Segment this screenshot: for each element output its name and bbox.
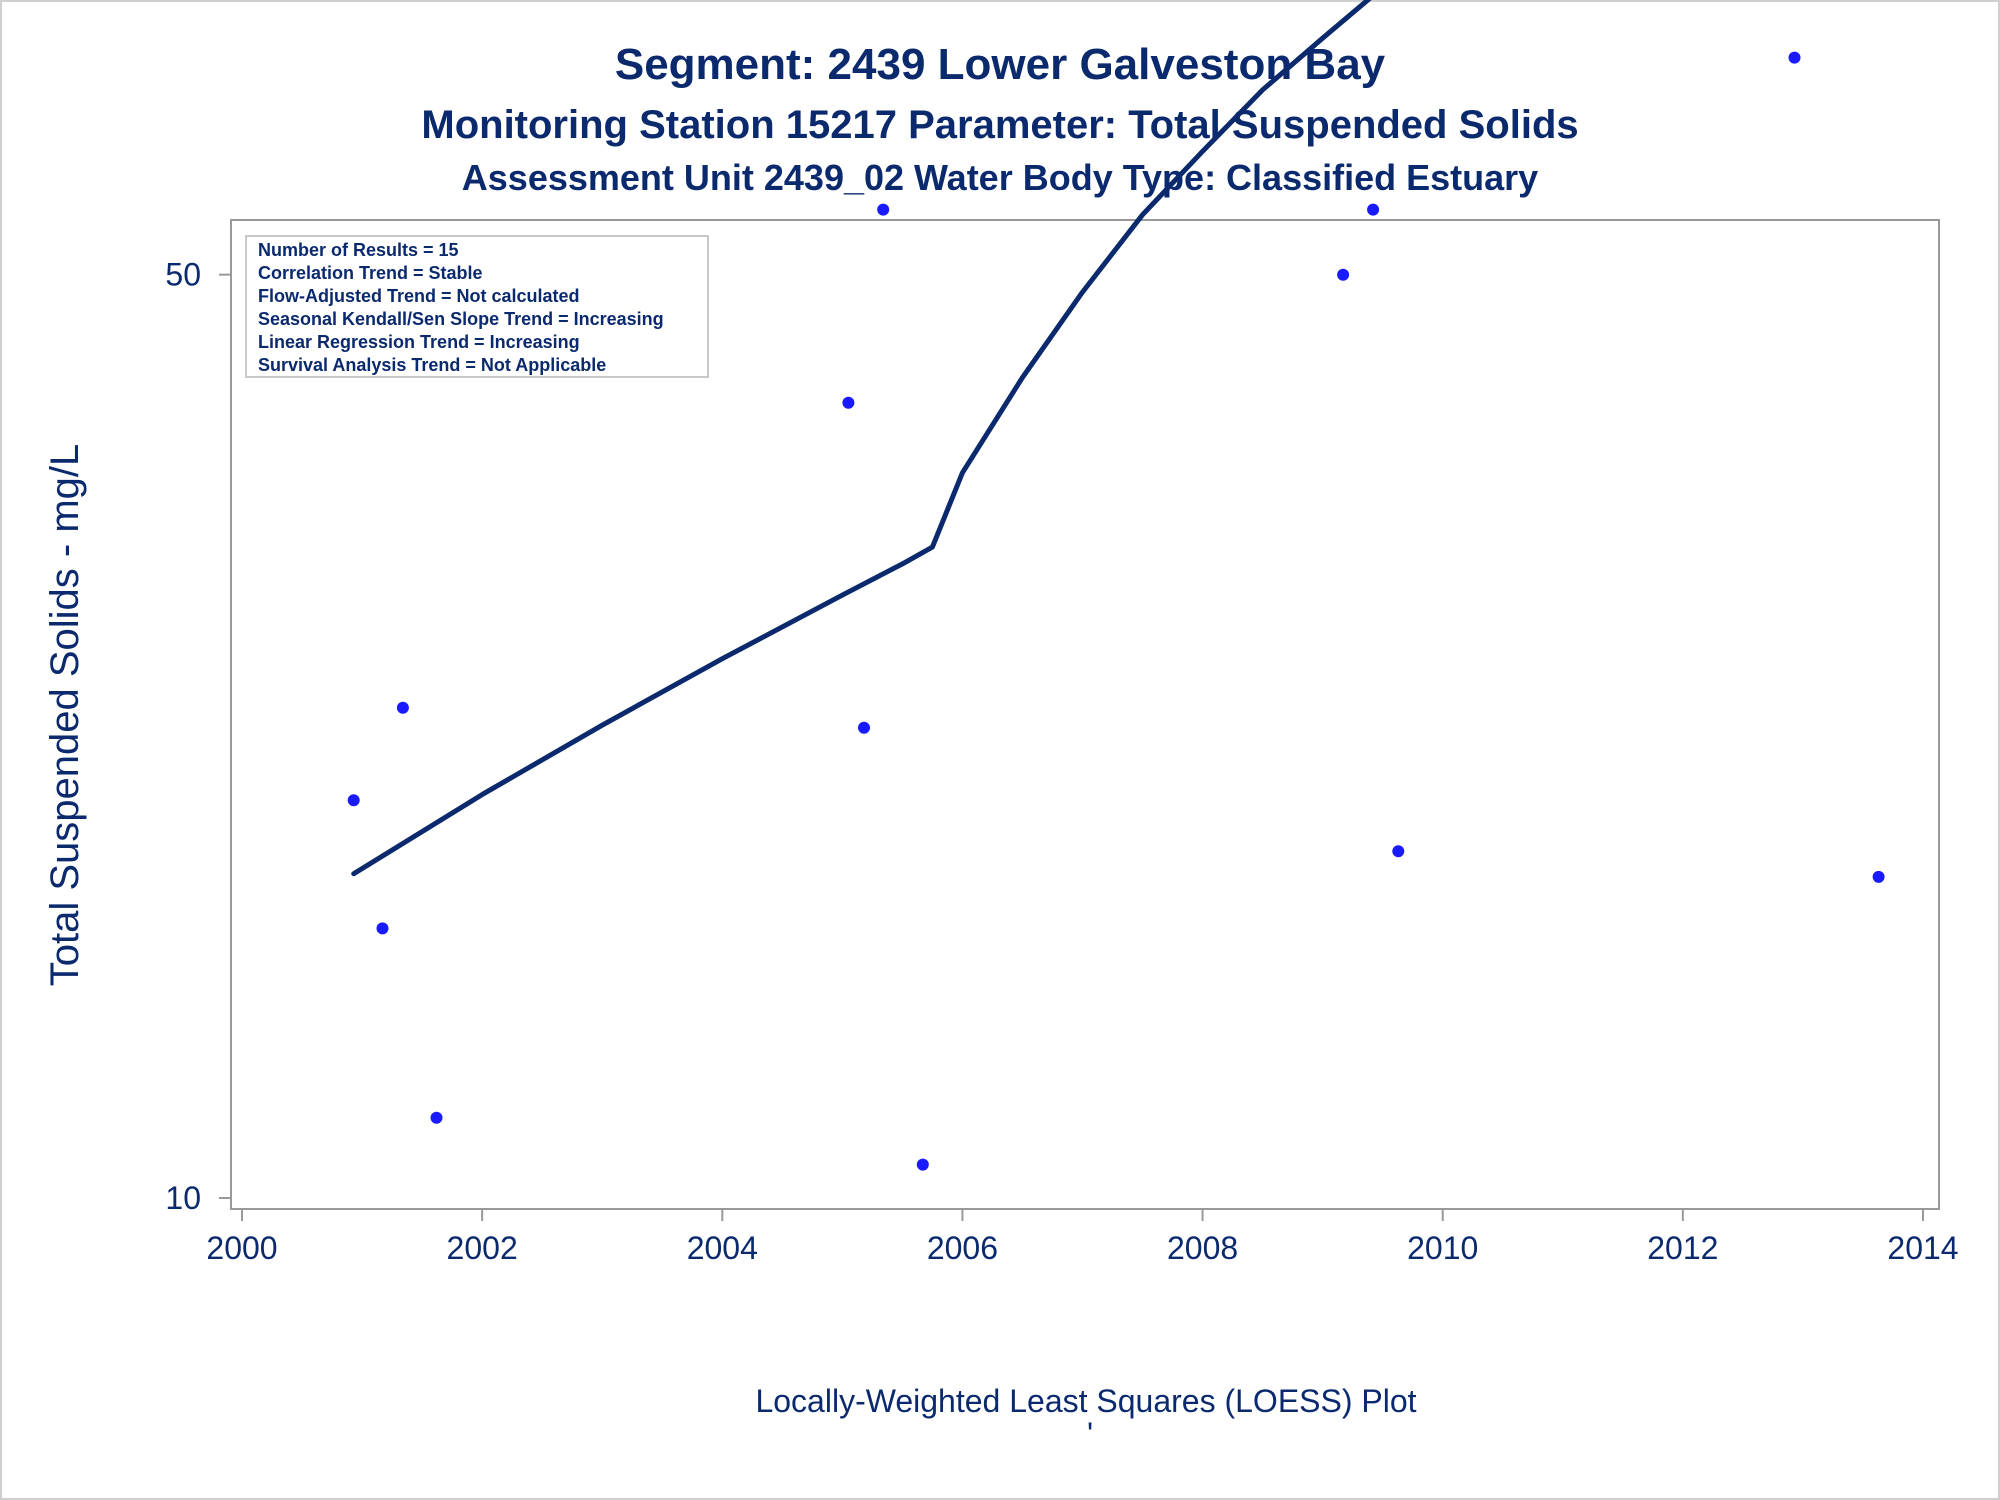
data-point-11 — [1392, 845, 1405, 858]
data-point-8 — [916, 1158, 929, 1171]
data-point-1 — [347, 794, 360, 807]
info-box: Number of Results = 15 Correlation Trend… — [245, 235, 709, 378]
info-line-correlation: Correlation Trend = Stable — [258, 263, 483, 283]
data-point-15 — [1872, 870, 1885, 883]
x-tick-label-2012: 2012 — [1647, 1230, 1718, 1266]
x-tick-label-2014: 2014 — [1887, 1230, 1958, 1266]
info-box-border — [245, 235, 709, 378]
info-line-results: Number of Results = 15 — [258, 240, 459, 260]
footer-tick-mark: ' — [1087, 1416, 1093, 1452]
x-tick-label-2008: 2008 — [1167, 1230, 1238, 1266]
info-line-seasonal-kendall: Seasonal Kendall/Sen Slope Trend = Incre… — [258, 309, 664, 329]
x-axis: 2000 2002 2004 2006 2008 2010 2012 2014 — [206, 1209, 1959, 1266]
data-point-2 — [376, 922, 389, 935]
info-line-flow-adjusted: Flow-Adjusted Trend = Not calculated — [258, 286, 580, 306]
data-point-4 — [430, 1111, 443, 1124]
x-tick-label-2002: 2002 — [447, 1230, 518, 1266]
y-axis-label: Total Suspended Solids - mg/L — [43, 444, 87, 987]
loess-layer — [351, 0, 1372, 877]
loess-line — [351, 0, 1372, 877]
data-point-6 — [858, 721, 870, 734]
x-tick-label-2010: 2010 — [1407, 1230, 1478, 1266]
data-point-5 — [842, 396, 855, 409]
chart-title: Segment: 2439 Lower Galveston Bay — [615, 40, 1386, 89]
info-line-linear-regression: Linear Regression Trend = Increasing — [258, 332, 580, 352]
data-point-12 — [1788, 51, 1801, 64]
y-axis: 1050100150200250350450 — [165, 257, 231, 1216]
data-point-9 — [1337, 268, 1350, 281]
data-point-3 — [396, 701, 409, 714]
data-point-10 — [1367, 203, 1380, 216]
data-point-7 — [877, 203, 890, 216]
y-tick-label-10: 10 — [165, 1180, 201, 1216]
chart-subtitle: Monitoring Station 15217 Parameter: Tota… — [421, 103, 1578, 147]
x-tick-label-2000: 2000 — [206, 1230, 277, 1266]
points-layer — [347, 51, 1885, 1171]
info-line-survival: Survival Analysis Trend = Not Applicable — [258, 355, 606, 375]
footer-caption: Locally-Weighted Least Squares (LOESS) P… — [755, 1383, 1416, 1419]
chart-subtitle-2: Assessment Unit 2439_02 Water Body Type:… — [462, 157, 1538, 198]
y-tick-label-50: 50 — [165, 257, 201, 293]
x-tick-label-2006: 2006 — [927, 1230, 998, 1266]
plot-area — [230, 219, 1940, 1210]
x-tick-label-2004: 2004 — [687, 1230, 758, 1266]
